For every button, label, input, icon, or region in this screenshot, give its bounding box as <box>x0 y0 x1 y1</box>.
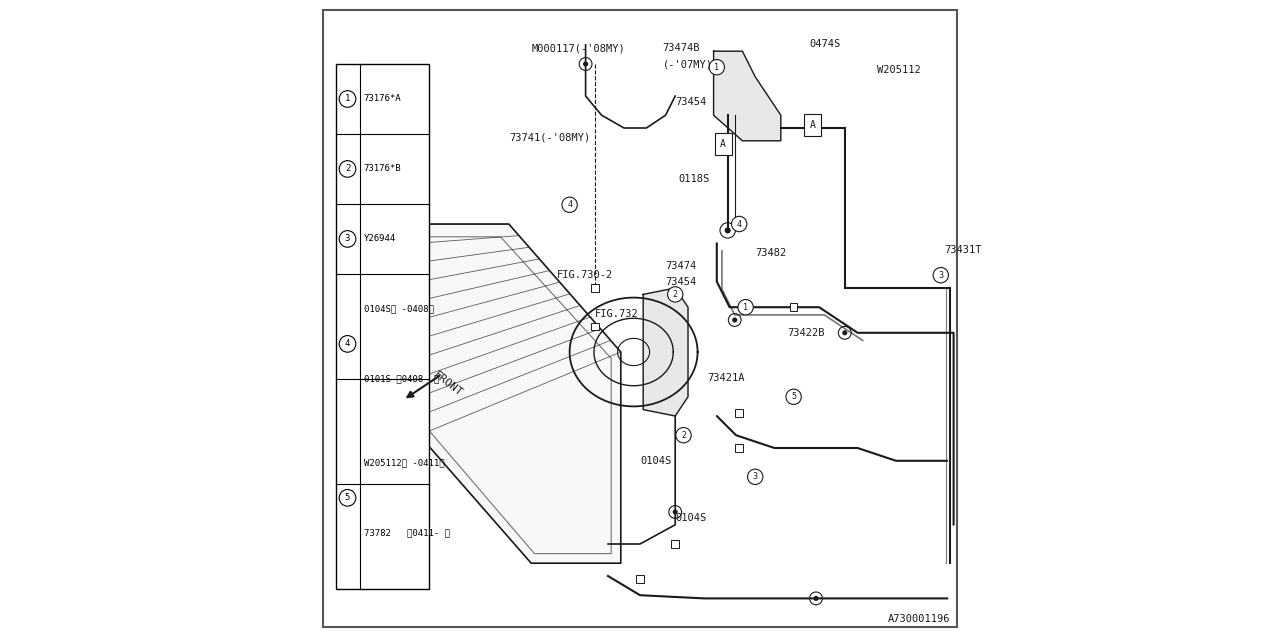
Text: 73482: 73482 <box>755 248 786 258</box>
Bar <box>672 540 678 548</box>
Text: 4: 4 <box>567 200 572 209</box>
Circle shape <box>786 389 801 404</box>
FancyBboxPatch shape <box>335 64 429 589</box>
Text: 73474B: 73474B <box>663 43 700 53</box>
Text: 73474: 73474 <box>666 260 696 271</box>
Circle shape <box>562 197 577 212</box>
Text: 0104S: 0104S <box>676 513 707 524</box>
Text: W205112: W205112 <box>877 65 920 76</box>
Text: 73454: 73454 <box>666 276 696 287</box>
Polygon shape <box>644 288 689 416</box>
Polygon shape <box>420 224 621 563</box>
Text: (-'07MY): (-'07MY) <box>663 59 713 69</box>
Text: 4: 4 <box>344 339 351 348</box>
Text: 3: 3 <box>753 472 758 481</box>
Text: 73422B: 73422B <box>787 328 824 338</box>
Bar <box>591 323 599 330</box>
Text: 73782   〈0411- 〉: 73782 〈0411- 〉 <box>364 529 449 538</box>
Text: FIG.730-2: FIG.730-2 <box>557 270 613 280</box>
Bar <box>735 444 742 452</box>
Text: W205112（ -0411）: W205112（ -0411） <box>364 458 444 467</box>
Bar <box>735 409 742 417</box>
Text: 2: 2 <box>344 164 351 173</box>
Circle shape <box>668 287 684 302</box>
Circle shape <box>732 317 737 323</box>
Text: 2: 2 <box>681 431 686 440</box>
Text: 3: 3 <box>344 234 351 243</box>
Text: 73431T: 73431T <box>945 244 982 255</box>
Text: 3: 3 <box>938 271 943 280</box>
Text: A: A <box>810 120 815 130</box>
Text: 5: 5 <box>344 493 351 502</box>
Text: 73176*A: 73176*A <box>364 95 401 104</box>
Text: 2: 2 <box>673 290 677 299</box>
Text: 73741(-'08MY): 73741(-'08MY) <box>508 132 590 143</box>
Text: 73421A: 73421A <box>708 372 745 383</box>
Bar <box>636 575 644 583</box>
Text: 0474S: 0474S <box>810 38 841 49</box>
FancyBboxPatch shape <box>805 114 822 136</box>
Text: FRONT: FRONT <box>433 370 465 398</box>
Circle shape <box>584 61 588 67</box>
Circle shape <box>814 596 819 601</box>
Bar <box>591 284 599 292</box>
Text: 4: 4 <box>737 220 741 228</box>
FancyBboxPatch shape <box>714 133 732 155</box>
Bar <box>790 303 797 311</box>
Text: 1: 1 <box>344 95 351 104</box>
Circle shape <box>739 300 753 315</box>
Text: Y26944: Y26944 <box>364 234 396 243</box>
Circle shape <box>724 227 731 234</box>
Text: 0118S: 0118S <box>678 174 709 184</box>
Circle shape <box>748 469 763 484</box>
Circle shape <box>933 268 948 283</box>
Text: 73176*B: 73176*B <box>364 164 401 173</box>
Circle shape <box>732 216 748 232</box>
Circle shape <box>673 509 678 515</box>
Circle shape <box>676 428 691 443</box>
Text: 0104S（ -0408）: 0104S（ -0408） <box>364 305 434 314</box>
Circle shape <box>842 330 847 335</box>
Text: A730001196: A730001196 <box>888 614 950 624</box>
Text: M000117(-'08MY): M000117(-'08MY) <box>531 43 625 53</box>
Text: 1: 1 <box>744 303 748 312</box>
Circle shape <box>709 60 724 75</box>
Text: FIG.732: FIG.732 <box>595 308 639 319</box>
Text: 0104S: 0104S <box>640 456 671 466</box>
Polygon shape <box>714 51 781 141</box>
Text: 73454: 73454 <box>676 97 707 108</box>
Text: 0101S 〈0408- 〉: 0101S 〈0408- 〉 <box>364 374 439 383</box>
Text: 5: 5 <box>791 392 796 401</box>
Text: 1: 1 <box>714 63 719 72</box>
Text: A: A <box>721 139 726 149</box>
